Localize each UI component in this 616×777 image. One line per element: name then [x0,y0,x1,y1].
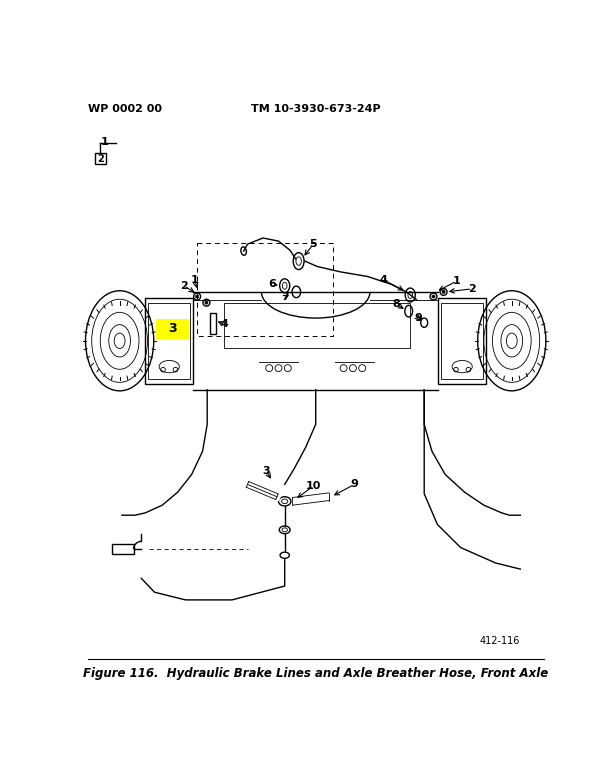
Text: 412-116: 412-116 [480,636,521,646]
Bar [112,545,134,554]
Ellipse shape [205,301,208,305]
Bar [441,303,483,379]
Ellipse shape [442,291,445,294]
Bar [224,304,410,348]
Bar [209,312,216,334]
Text: 6: 6 [269,279,276,289]
Bar [95,153,106,164]
Text: 3: 3 [168,322,177,336]
Text: 2: 2 [180,280,188,291]
Bar [438,298,486,384]
Text: Figure 116.  Hydraulic Brake Lines and Axle Breather Hose, Front Axle: Figure 116. Hydraulic Brake Lines and Ax… [83,667,548,681]
Ellipse shape [432,295,435,298]
Bar [148,303,190,379]
Text: 3: 3 [262,465,270,476]
Text: 9: 9 [414,313,422,323]
Text: 10: 10 [306,481,321,491]
Text: 2: 2 [468,284,476,294]
Text: 8: 8 [392,299,400,309]
Bar [156,319,188,339]
Bar [145,298,193,384]
Bar [197,243,333,336]
Text: 1: 1 [100,137,108,147]
Text: TM 10-3930-673-24P: TM 10-3930-673-24P [251,104,381,114]
Ellipse shape [195,295,199,298]
Text: 1: 1 [191,274,199,284]
Text: 2: 2 [97,154,103,164]
Text: 7: 7 [281,292,288,302]
Text: 9: 9 [351,479,359,490]
Text: 5: 5 [310,239,317,249]
Text: 1: 1 [453,276,461,286]
Text: WP 0002 00: WP 0002 00 [88,104,162,114]
Text: 4: 4 [221,319,228,329]
Text: 4: 4 [379,274,387,284]
